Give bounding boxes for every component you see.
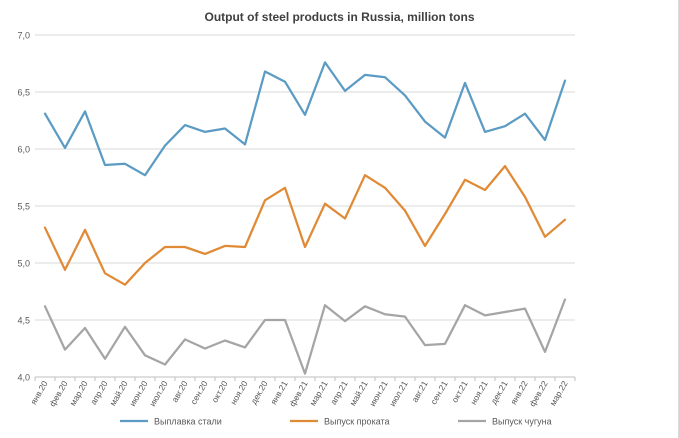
series-line-1 <box>43 61 567 177</box>
x-tick-label: сен.21 <box>428 379 450 406</box>
y-tick-label: 4,5 <box>17 316 30 326</box>
x-tick-label: сен.20 <box>188 379 210 406</box>
series-line-2 <box>43 164 567 286</box>
x-tick-label: мар.22 <box>548 379 570 408</box>
legend-label: Выпуск проката <box>324 417 390 427</box>
legend-label: Выпуск чугуна <box>492 417 552 427</box>
x-tick-label: авг.20 <box>170 379 190 404</box>
x-tick-label: мар.20 <box>68 379 90 408</box>
x-tick-label: ноя.21 <box>468 379 490 407</box>
x-tick-label: дек.21 <box>488 379 509 406</box>
y-axis-ticks: 4,0 4,5 5,0 5,5 6,0 6,5 7,0 <box>17 31 30 383</box>
x-tick-label: фев.20 <box>47 379 70 409</box>
x-tick-label: окт.21 <box>449 379 469 404</box>
y-tick-label: 6,0 <box>17 145 30 155</box>
legend-label: Выплавка стали <box>154 417 222 427</box>
x-tick-label: июл.21 <box>387 379 410 408</box>
y-tick-label: 4,0 <box>17 373 30 383</box>
x-tick-label: фев.22 <box>527 379 550 409</box>
y-tick-label: 7,0 <box>17 31 30 41</box>
gridlines <box>35 34 575 378</box>
y-tick-label: 5,0 <box>17 259 30 269</box>
x-tick-label: фев.21 <box>287 379 310 409</box>
y-tick-label: 5,5 <box>17 202 30 212</box>
legend: Выплавка стали Выпуск проката Выпуск чугун… <box>120 417 552 427</box>
x-tick-label: июл.20 <box>147 379 170 408</box>
x-tick-label: авг.21 <box>410 379 430 404</box>
x-tick-label: мар.21 <box>308 379 330 408</box>
y-tick-label: 6,5 <box>17 88 30 98</box>
x-axis-ticks: янв.20фев.20мар.20апр.20май.20июн.20июл.… <box>28 377 576 409</box>
x-tick-label: дек.20 <box>248 379 269 406</box>
series-lines <box>43 61 567 375</box>
x-tick-label: окт.20 <box>209 379 229 404</box>
series-line-3 <box>43 298 567 375</box>
x-tick-label: ноя.20 <box>228 379 250 407</box>
chart-title: Output of steel products in Russia, mill… <box>204 10 475 24</box>
